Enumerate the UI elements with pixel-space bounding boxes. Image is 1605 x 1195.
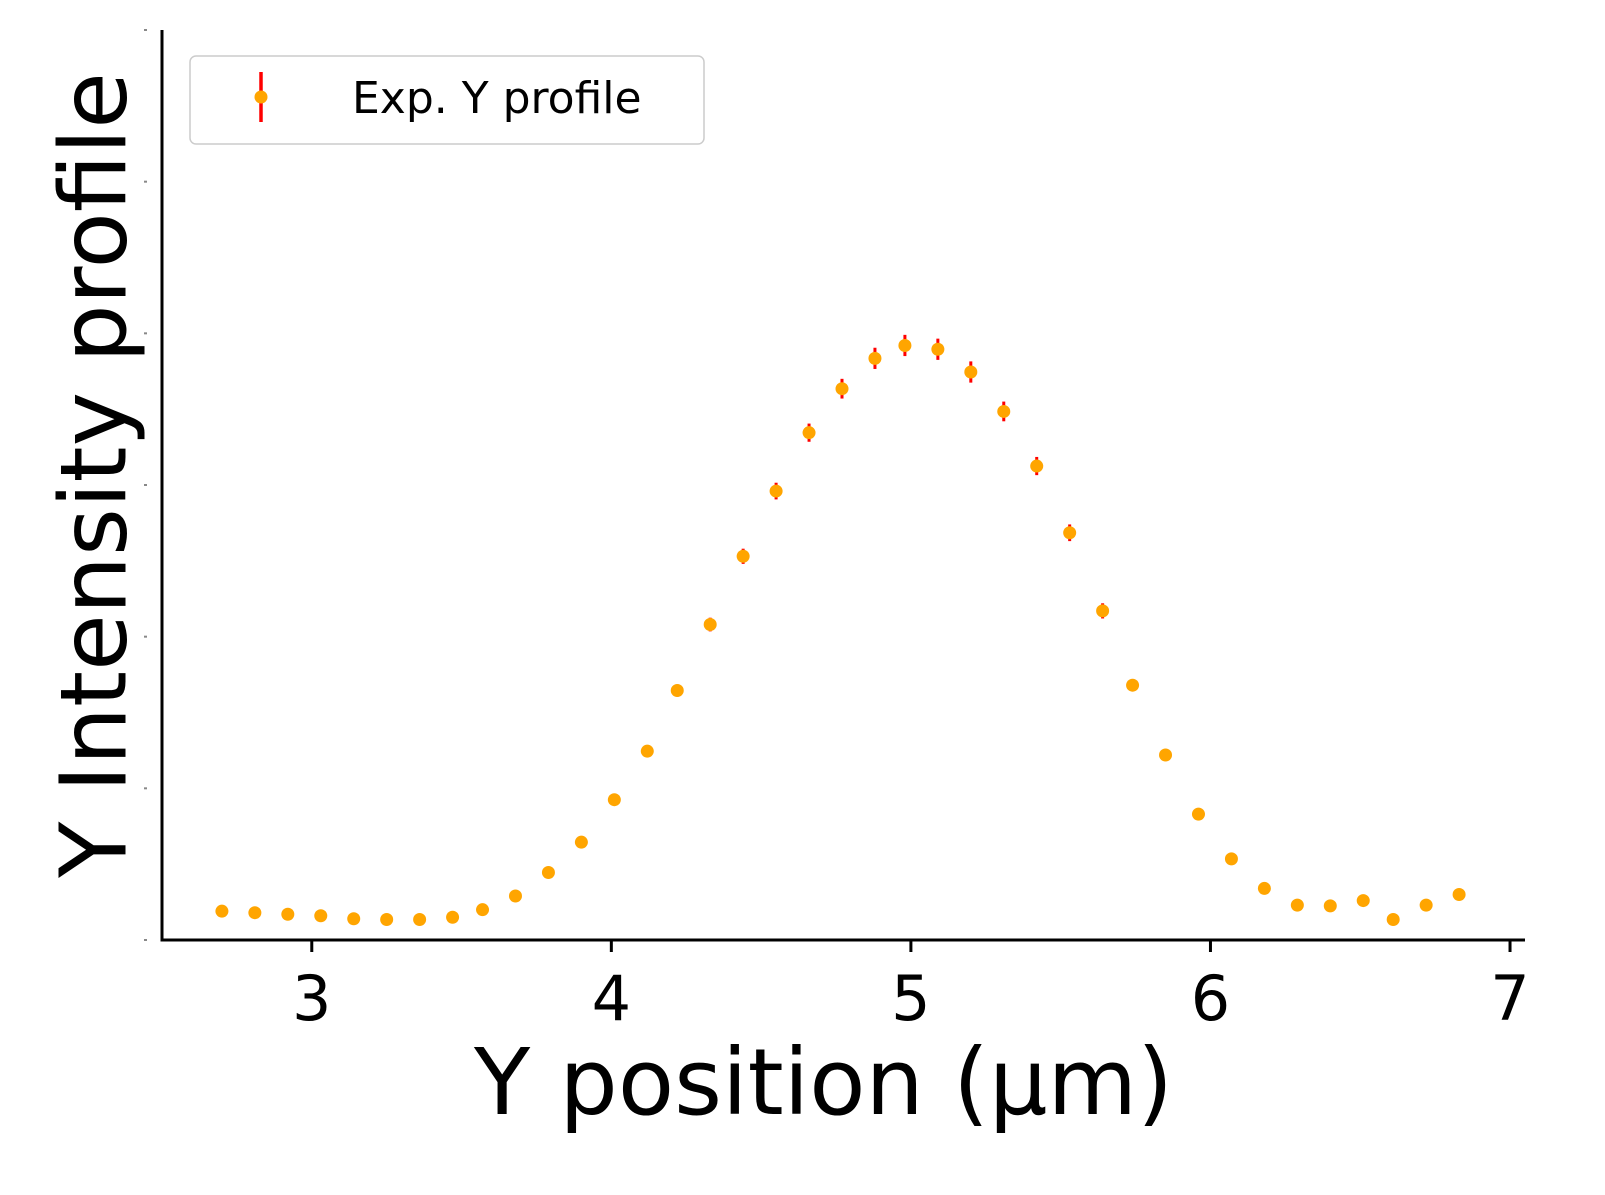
data-point [769,484,783,498]
data-point [607,793,621,807]
x-tick-label: 7 [1490,962,1529,1035]
legend-box [189,55,705,145]
data-point [446,910,460,924]
data-point [1030,459,1044,473]
data-point [736,549,750,563]
x-tick-label: 3 [292,962,331,1035]
data-point [574,835,588,849]
data-point [248,906,262,920]
data-point [1452,888,1466,901]
data-point [703,618,717,632]
data-point [1356,894,1370,908]
data-points [215,338,1466,927]
data-point [931,342,945,356]
legend-label: Exp. Y profile [352,73,642,124]
y-axis-title: Y Intensity profile [40,72,147,879]
data-point [1096,604,1110,618]
data-point [281,907,295,921]
data-point [1386,913,1400,927]
data-point [1159,748,1173,762]
data-point [1191,807,1205,821]
data-point [964,365,978,379]
data-point [476,903,490,917]
data-point [413,913,427,927]
data-point [1257,881,1271,895]
data-point [898,338,912,352]
data-point [1419,898,1433,912]
x-tick-label: 6 [1191,962,1230,1035]
data-point [314,909,328,923]
data-point [835,382,849,396]
data-point [670,684,684,698]
x-ticks: 3 4 5 6 7 [292,940,1530,1035]
data-point [508,889,522,903]
data-point [380,913,394,927]
x-tick-label: 4 [592,962,631,1035]
data-point [215,904,229,918]
data-point [802,426,816,440]
data-point [1126,678,1140,692]
data-point [1290,898,1304,912]
data-point [640,744,654,758]
data-point [1063,526,1077,540]
legend: Exp. Y profile [189,55,705,145]
data-point [541,866,555,880]
data-point [347,912,361,926]
data-point [1323,899,1337,913]
y-ticks [144,29,147,941]
error-bars [220,334,1461,922]
data-point [1224,852,1238,866]
legend-marker-swatch [254,90,268,104]
x-axis-title: Y position (µm) [473,1029,1173,1136]
data-point [997,404,1011,418]
x-tick-label: 5 [891,962,930,1035]
data-point [868,351,882,365]
axes [160,30,1525,942]
